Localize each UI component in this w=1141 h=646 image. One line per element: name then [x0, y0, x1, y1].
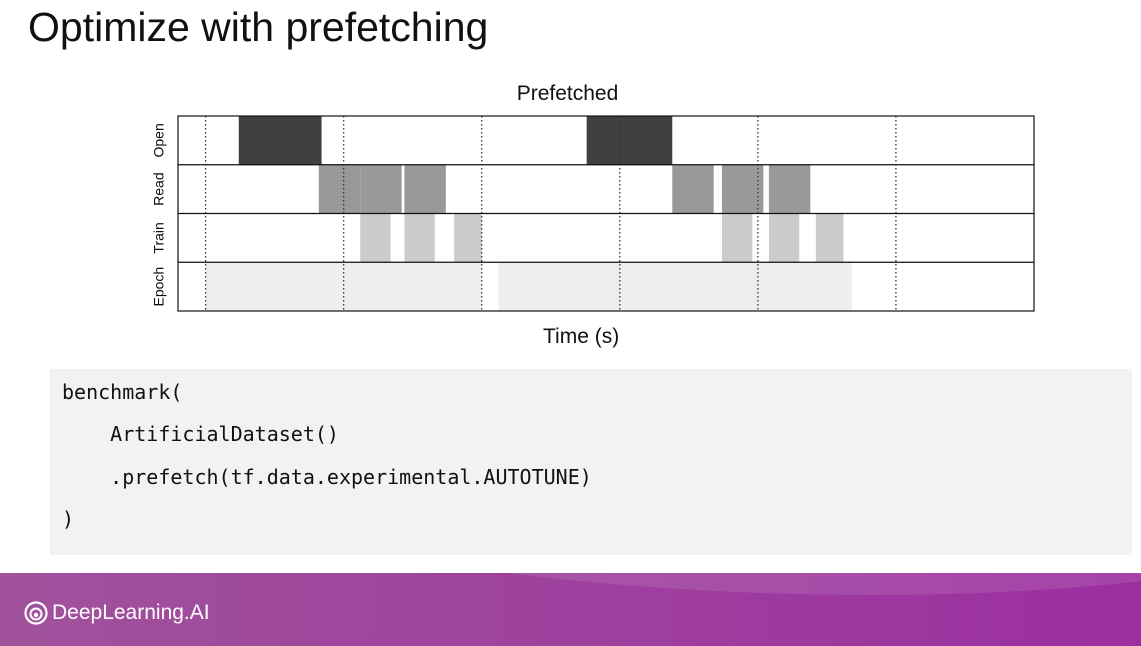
x-axis-label: Time (s) — [543, 325, 620, 348]
chart-frame — [177, 115, 1035, 312]
footer-background — [0, 573, 1141, 646]
open-segment — [238, 116, 322, 165]
train-segment — [768, 213, 800, 263]
read-segment — [360, 164, 402, 214]
train-segment — [721, 213, 753, 263]
open-segment — [586, 116, 673, 165]
read-segment — [404, 164, 446, 214]
train-segment — [404, 213, 435, 263]
epoch-segment — [205, 262, 482, 311]
chart-title: Prefetched — [516, 82, 619, 105]
row-label-train: Train — [151, 222, 167, 253]
code-line: ArtificialDataset() — [62, 422, 339, 446]
footer-banner: DeepLearning.AI — [0, 573, 1141, 646]
read-segment — [721, 164, 764, 214]
code-line: ) — [62, 507, 75, 531]
train-segment — [360, 213, 391, 263]
read-segment — [672, 164, 714, 214]
timeline-chart: Open Read Train Epoch — [151, 115, 1035, 312]
train-segment — [815, 213, 844, 263]
code-block: benchmark( ArtificialDataset() .prefetch… — [50, 369, 1132, 555]
brand-logo: DeepLearning.AI — [24, 601, 210, 625]
row-label-epoch: Epoch — [151, 267, 167, 307]
row-label-read: Read — [151, 172, 167, 205]
brand-name: DeepLearning.AI — [52, 601, 210, 624]
epoch-segment — [498, 262, 852, 311]
deeplearning-logo-icon — [24, 601, 48, 625]
code-line: .prefetch(tf.data.experimental.AUTOTUNE) — [62, 465, 592, 489]
train-segment — [454, 213, 482, 263]
slide-title: Optimize with prefetching — [28, 4, 489, 50]
read-segment — [768, 164, 811, 214]
read-segment — [318, 164, 361, 214]
row-label-open: Open — [151, 123, 167, 157]
code-line: benchmark( — [62, 380, 183, 404]
